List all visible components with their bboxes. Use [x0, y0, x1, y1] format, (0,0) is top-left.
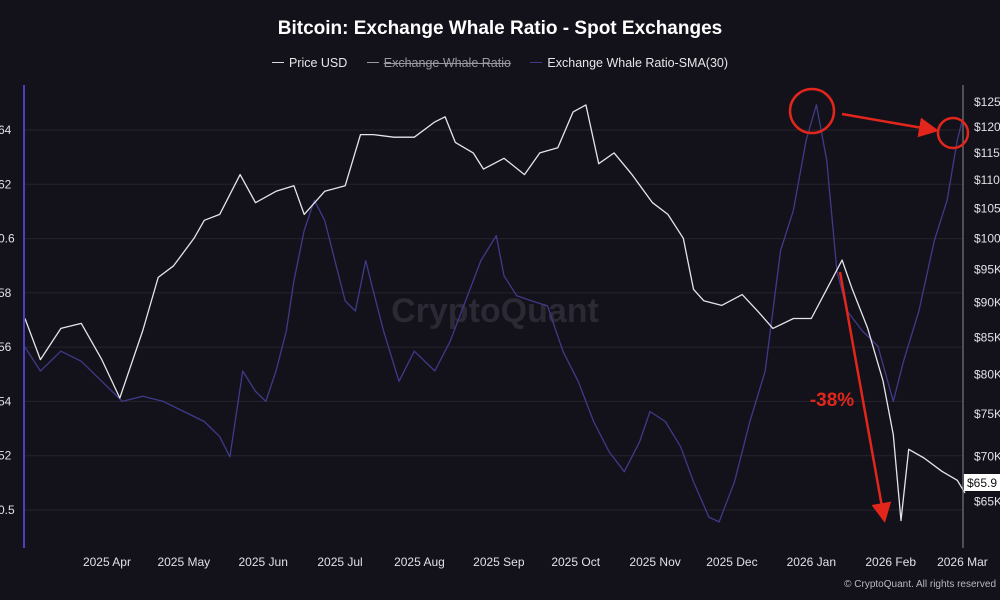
highlight-circle	[788, 87, 836, 135]
left-tick-label: 54	[0, 394, 12, 408]
legend-label: Price USD	[288, 55, 348, 70]
legend-swatch	[530, 62, 543, 63]
right-tick-label: $85K	[974, 331, 1000, 345]
legend-item-whale-ratio-sma[interactable]: Exchange Whale Ratio-SMA(30)	[530, 56, 728, 70]
series-line-whale-ratio-sma	[24, 104, 964, 523]
legend-label: Exchange Whale Ratio	[383, 55, 511, 70]
arrow	[838, 271, 892, 523]
x-tick-label: 2025 Jul	[317, 555, 362, 569]
right-tick-label: $115K	[974, 146, 1000, 160]
right-tick-label: $125K	[974, 95, 1000, 109]
legend-swatch	[271, 62, 284, 63]
x-tick-label: 2025 Nov	[629, 555, 680, 569]
arrow	[841, 112, 939, 138]
x-tick-label: 2025 Dec	[706, 555, 757, 569]
x-tick-label: 2025 Apr	[83, 555, 131, 569]
x-tick-label: 2025 Oct	[551, 555, 600, 569]
right-tick-label: $95K	[974, 263, 1000, 277]
left-tick-label: 0.5	[0, 503, 15, 517]
left-tick-label: 56	[0, 340, 12, 354]
x-tick-label: 2025 Sep	[473, 555, 525, 569]
x-tick-label: 2026 Mar	[937, 555, 988, 569]
watermark: CryptoQuant	[391, 292, 599, 330]
left-tick-label: 64	[0, 123, 12, 137]
copyright-footer: © CryptoQuant. All rights reserved	[844, 579, 996, 590]
right-tick-label: $90K	[974, 296, 1000, 310]
legend: Price USD Exchange Whale Ratio Exchange …	[0, 52, 1000, 70]
left-tick-label: 52	[0, 449, 12, 463]
series-line-price-usd	[24, 104, 966, 522]
right-tick-label: $80K	[974, 368, 1000, 382]
right-tick-label: $120K	[974, 120, 1000, 134]
right-tick-label: $105K	[974, 202, 1000, 216]
x-tick-label: 2026 Feb	[865, 555, 916, 569]
last-price-tag: $65.9	[964, 474, 1000, 491]
x-tick-label: 2025 Aug	[394, 555, 445, 569]
right-tick-label: $70K	[974, 449, 1000, 463]
right-tick-label: $75K	[974, 407, 1000, 421]
percent-drop-label: -38%	[810, 390, 854, 411]
legend-swatch	[366, 62, 379, 63]
left-tick-label: 62	[0, 177, 12, 191]
annotations: -38%	[788, 87, 970, 523]
x-tick-label: 2026 Jan	[787, 555, 836, 569]
right-tick-label: $110K	[974, 173, 1000, 187]
legend-label: Exchange Whale Ratio-SMA(30)	[547, 55, 729, 70]
right-tick-label: $100K	[974, 231, 1000, 245]
legend-item-price[interactable]: Price USD	[271, 55, 348, 70]
right-tick-label: $65K	[974, 495, 1000, 509]
last-price-label: $65.9	[967, 476, 997, 490]
legend-item-whale-ratio[interactable]: Exchange Whale Ratio	[366, 55, 511, 70]
chart-title: Bitcoin: Exchange Whale Ratio - Spot Exc…	[277, 18, 723, 39]
left-tick-label: 0.6	[0, 232, 15, 246]
x-tick-label: 2025 Jun	[239, 555, 288, 569]
left-tick-label: 58	[0, 286, 12, 300]
x-tick-label: 2025 May	[157, 555, 210, 569]
